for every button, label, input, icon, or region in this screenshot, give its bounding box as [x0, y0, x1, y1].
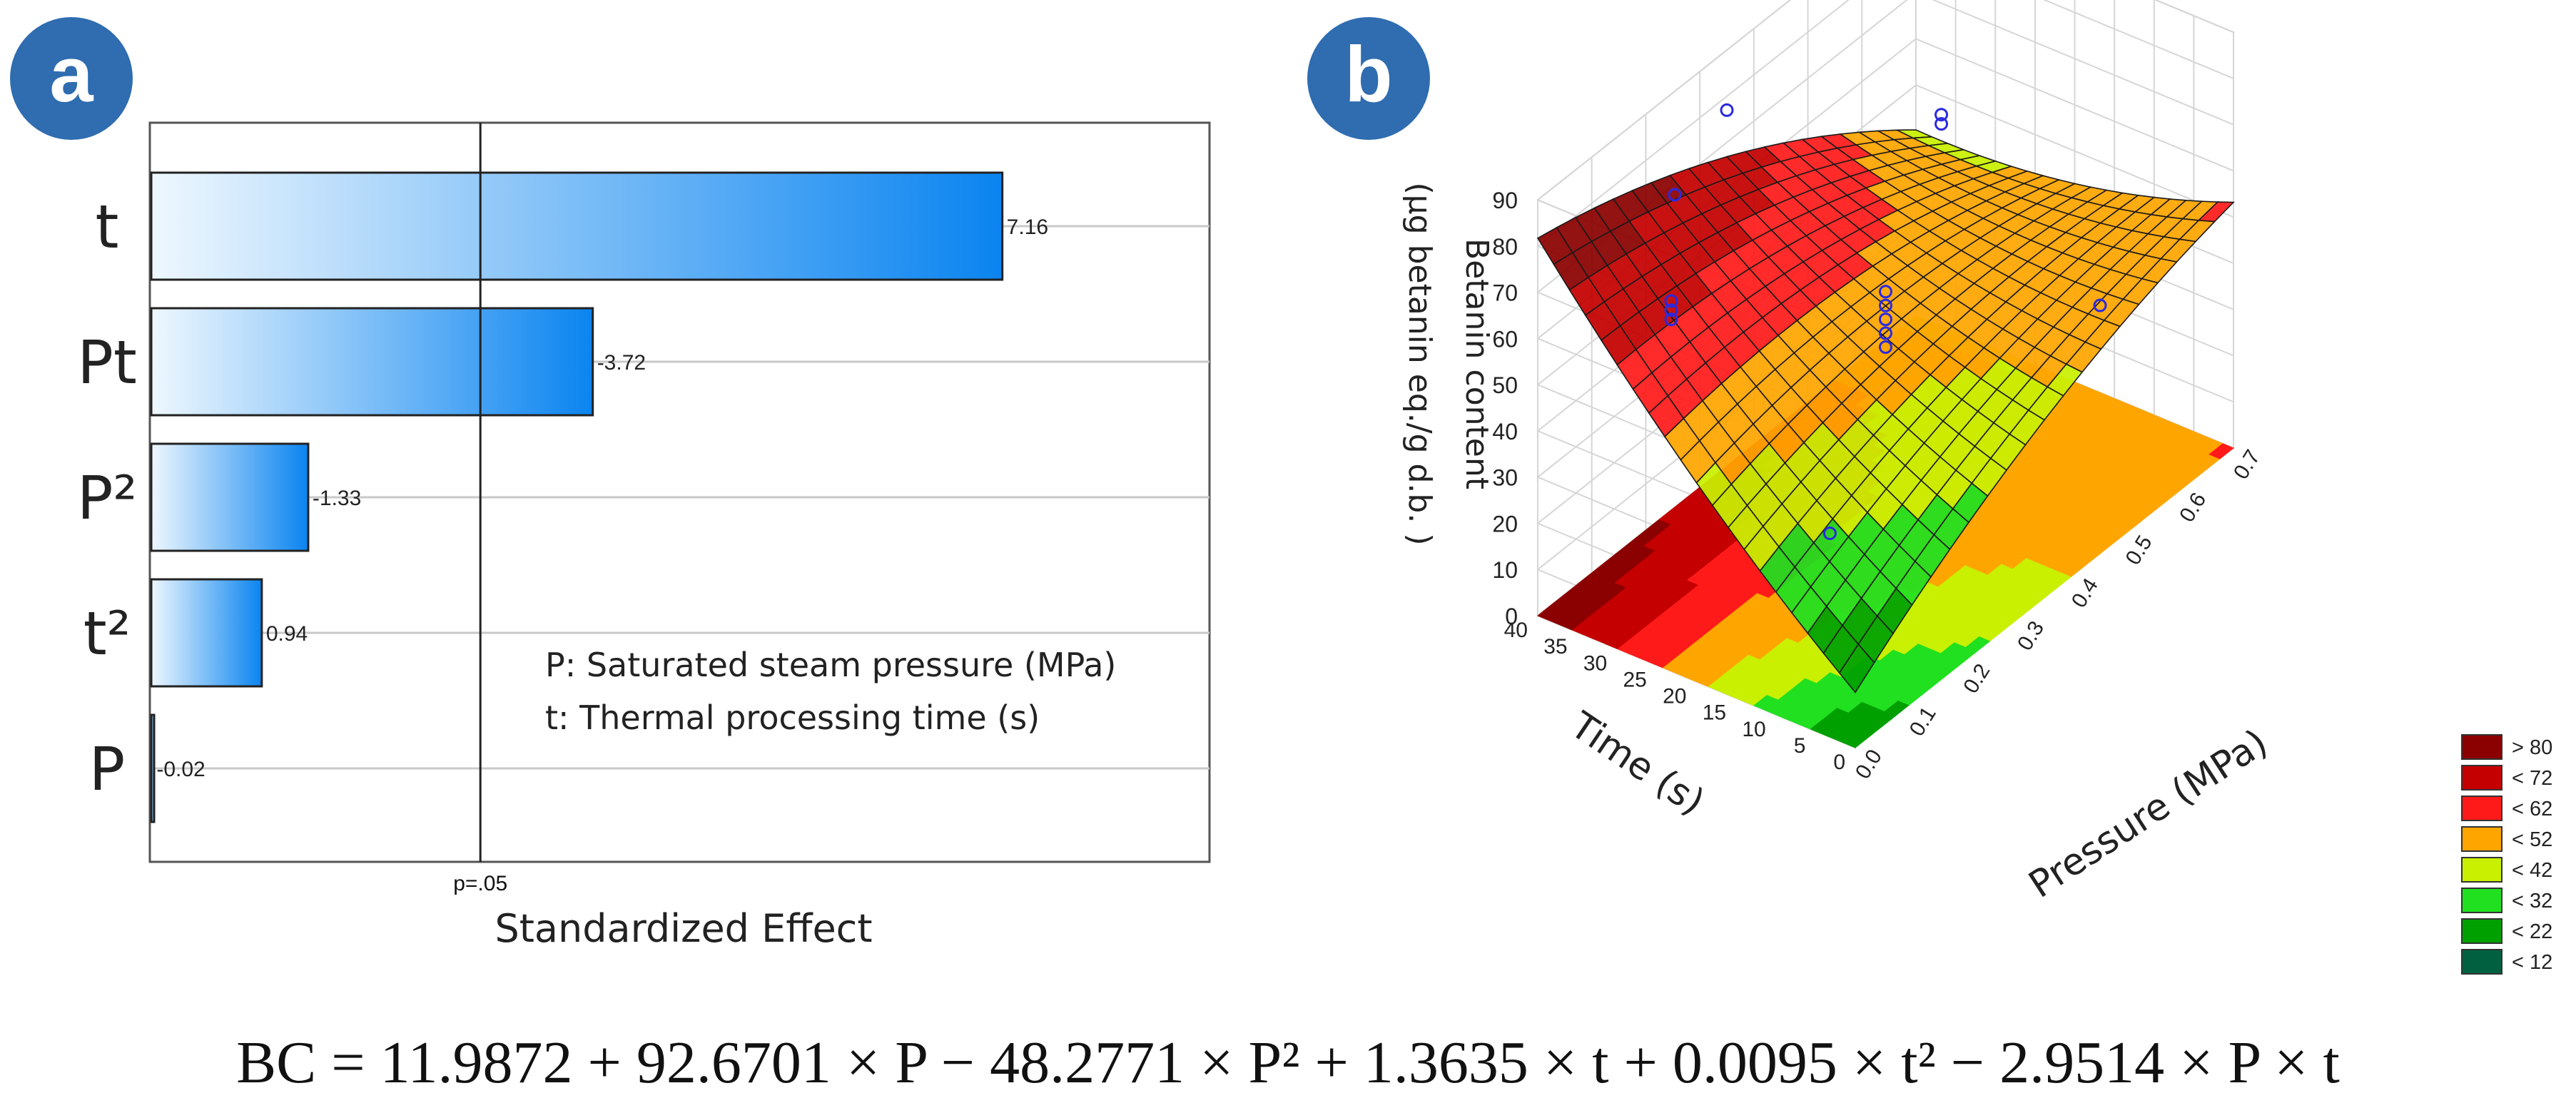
pareto-category-label: P — [89, 734, 126, 804]
z-tick-label: 40 — [1492, 419, 1518, 444]
observed-point — [1934, 117, 1949, 131]
legend-label: < 52 — [2512, 828, 2552, 851]
y-tick-label: 25 — [1623, 668, 1647, 691]
surface-observed-points — [1664, 103, 2107, 540]
pareto-bar — [150, 713, 156, 823]
pareto-category-label: t² — [83, 599, 131, 669]
x-tick-label: 0.1 — [1905, 703, 1941, 741]
pareto-category-labels: t Pt P² t² P — [77, 192, 137, 804]
x-tick-label: 0.6 — [2175, 489, 2211, 527]
pareto-category-label: t — [96, 192, 119, 262]
surface-z-ticks: 0 10 20 30 40 50 60 70 80 90 — [1492, 188, 1518, 629]
legend-swatch — [2461, 826, 2503, 852]
legend-line-time: t: Thermal processing time (s) — [545, 698, 1040, 737]
legend-label: < 62 — [2512, 798, 2552, 820]
pareto-bar — [150, 578, 263, 688]
surface-cell — [2197, 201, 2235, 223]
x-tick-label: 0.4 — [2067, 574, 2103, 612]
legend-label: < 72 — [2512, 767, 2552, 790]
z-tick-label: 90 — [1492, 188, 1518, 213]
legend-label: < 22 — [2512, 920, 2552, 943]
observed-point — [1879, 312, 1892, 327]
pareto-value-label: -3.72 — [597, 351, 646, 375]
pareto-bar — [150, 307, 594, 417]
regression-equation: BC = 11.9872 + 92.6701 × P − 48.2771 × P… — [236, 1030, 2340, 1096]
y-tick-label: 30 — [1583, 651, 1607, 675]
panel-b-badge: b — [1307, 17, 1430, 140]
pareto-category-label: P² — [77, 463, 137, 533]
observed-point — [1664, 294, 1678, 308]
legend-label: < 32 — [2512, 890, 2552, 913]
z-axis-label-line1: Betanin content — [1459, 238, 1495, 489]
legend-swatch — [2461, 734, 2503, 760]
observed-point — [1879, 326, 1892, 340]
observed-point — [1934, 108, 1949, 122]
z-tick-label: 60 — [1492, 326, 1518, 352]
reference-line-label: p=.05 — [453, 872, 507, 895]
surface-y-ticks: 0 5 10 15 20 25 30 35 40 — [1504, 619, 1845, 774]
legend-swatch — [2461, 949, 2503, 975]
legend-swatch — [2461, 857, 2503, 883]
panel-b-badge-label: b — [1344, 31, 1392, 118]
pareto-value-labels: 7.16 -3.72 -1.33 0.94 -0.02 — [156, 215, 1048, 781]
pareto-value-label: -0.02 — [156, 758, 205, 781]
pareto-chart: p=.05 t Pt P² t² P 7.16 -3.72 -1.33 0.94 -0.02 S… — [77, 121, 1211, 951]
y-tick-label: 40 — [1504, 619, 1528, 642]
observed-point — [1664, 312, 1678, 327]
surface-color-legend: > 80 < 72 < 62 < 52 < 42 < 32 < 22 < 12 — [2461, 734, 2552, 975]
x-axis-label: Pressure (MPa) — [2022, 721, 2275, 907]
legend-label: < 42 — [2512, 859, 2552, 882]
legend-swatch — [2461, 765, 2503, 791]
x-tick-label: 0.5 — [2121, 532, 2157, 569]
z-axis-label-line2: (µg betanin eq./g d.b. ) — [1401, 183, 1438, 546]
observed-point — [2093, 298, 2107, 312]
z-tick-label: 30 — [1492, 465, 1518, 491]
z-tick-label: 0 — [1505, 604, 1518, 629]
pareto-category-label: Pt — [77, 327, 137, 397]
panel-a-badge-label: a — [49, 31, 93, 118]
pareto-bars — [150, 171, 1004, 823]
legend-swatch — [2461, 918, 2503, 944]
y-axis-label: Time (s) — [1562, 703, 1712, 824]
y-tick-label: 15 — [1703, 701, 1726, 725]
legend-label: > 80 — [2512, 736, 2552, 759]
observed-point — [1664, 303, 1678, 317]
observed-point — [1822, 526, 1837, 540]
pareto-bar — [150, 442, 310, 552]
panel-a-badge: a — [10, 17, 133, 140]
legend-swatch — [2461, 888, 2503, 913]
observed-point — [1668, 188, 1682, 202]
observed-point — [1879, 298, 1892, 312]
z-tick-label: 10 — [1492, 557, 1518, 583]
legend-label: < 12 — [2512, 951, 2552, 974]
pareto-value-label: 0.94 — [266, 622, 308, 646]
surface-mesh — [1536, 129, 2235, 693]
z-tick-label: 20 — [1492, 511, 1518, 537]
pareto-x-axis-label: Standardized Effect — [495, 906, 872, 951]
legend-line-pressure: P: Saturated steam pressure (MPa) — [545, 646, 1116, 684]
y-tick-label: 0 — [1833, 751, 1845, 774]
y-tick-label: 20 — [1663, 685, 1686, 708]
z-tick-label: 80 — [1492, 234, 1518, 260]
observed-point — [1879, 285, 1892, 299]
legend-swatch — [2461, 796, 2503, 821]
pareto-gridlines — [152, 225, 1210, 770]
x-tick-label: 0.0 — [1851, 746, 1887, 783]
z-tick-label: 70 — [1492, 280, 1518, 306]
y-tick-label: 5 — [1794, 734, 1806, 758]
observed-point — [1879, 340, 1892, 354]
pareto-bar — [150, 171, 1004, 281]
y-tick-label: 35 — [1543, 635, 1567, 659]
x-tick-label: 0.3 — [2013, 617, 2049, 655]
x-tick-label: 0.2 — [1959, 660, 1994, 698]
pareto-value-label: -1.33 — [313, 487, 361, 510]
y-tick-label: 10 — [1742, 718, 1765, 741]
z-tick-label: 50 — [1492, 372, 1518, 398]
pareto-value-label: 7.16 — [1007, 215, 1048, 239]
observed-point — [1720, 103, 1734, 117]
x-tick-label: 0.7 — [2229, 446, 2265, 484]
